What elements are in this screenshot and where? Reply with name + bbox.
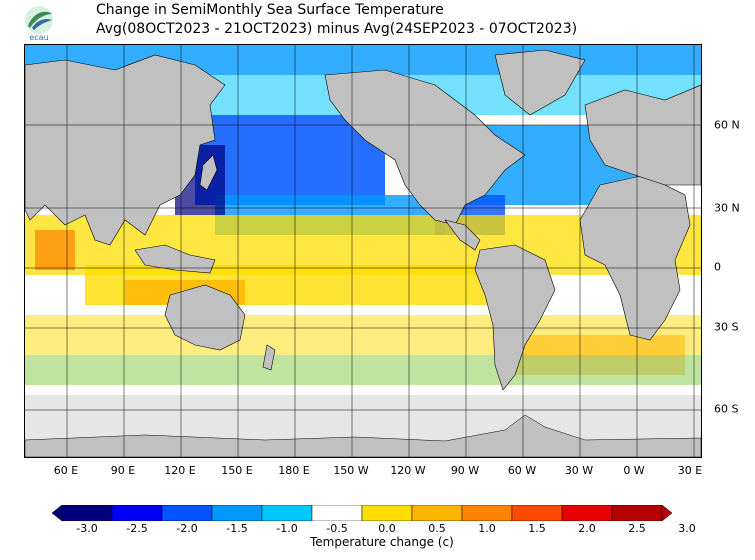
- colorbar-arrow-low: [52, 505, 63, 521]
- greenland-land: [494, 49, 586, 116]
- colorbar-swatch: [211, 505, 263, 521]
- japan-land: [199, 154, 218, 191]
- colorbar-swatch: [561, 505, 613, 521]
- lon-label: 120 W: [390, 464, 426, 477]
- lon-label: 30 E: [677, 464, 703, 477]
- colorbar-tick-label: 1.0: [478, 522, 496, 535]
- colorbar-tick-label: 3.0: [678, 522, 696, 535]
- colorbar-swatch: [161, 505, 213, 521]
- lon-label: 60 E: [53, 464, 79, 477]
- colorbar-tick-label: -2.5: [126, 522, 148, 535]
- colorbar-tick-label: 0.0: [378, 522, 396, 535]
- lon-label: 90 E: [110, 464, 136, 477]
- map-title: Change in SemiMonthly Sea Surface Temper…: [96, 2, 444, 18]
- sst-change-map: [24, 44, 702, 458]
- antarctica-land: [25, 414, 701, 457]
- lon-label: 120 E: [164, 464, 196, 477]
- lat-label: 0: [714, 260, 721, 274]
- lat-label: 60 N: [714, 118, 740, 132]
- warming-patch-southatlantic: [505, 335, 685, 375]
- northamerica-land: [324, 69, 526, 226]
- map-gridlines: [25, 45, 701, 457]
- lon-label: 0 W: [623, 464, 645, 477]
- colorbar-tick-label: -3.0: [76, 522, 98, 535]
- eurasia-land: [25, 54, 226, 246]
- centralamerica-land: [444, 219, 481, 251]
- logo-text: ecau: [29, 33, 48, 42]
- lon-label: 30 W: [564, 464, 594, 477]
- colorbar: [52, 505, 672, 521]
- colorbar-swatch: [511, 505, 563, 521]
- colorbar-tick-label: 1.5: [528, 522, 546, 535]
- cooling-speckle-south: [25, 355, 701, 385]
- cooling-band-npacific: [195, 115, 385, 205]
- colorbar-tick-label: 2.0: [578, 522, 596, 535]
- colorbar-tick-label: -1.0: [276, 522, 298, 535]
- colorbar-tick-label: -1.5: [226, 522, 248, 535]
- africa-land: [579, 174, 691, 341]
- lon-label: 180 E: [278, 464, 310, 477]
- colorbar-swatch: [361, 505, 413, 521]
- colorbar-swatch: [461, 505, 513, 521]
- colorbar-swatch: [61, 505, 113, 521]
- southamerica-land: [474, 244, 556, 391]
- lat-label: 60 S: [714, 402, 739, 416]
- lon-label: 150 E: [221, 464, 253, 477]
- colorbar-swatch: [261, 505, 313, 521]
- lon-label: 60 W: [507, 464, 537, 477]
- colorbar-tick-label: -2.0: [176, 522, 198, 535]
- colorbar-title: Temperature change (c): [310, 535, 454, 549]
- colorbar-tick-label: 2.5: [628, 522, 646, 535]
- map-subtitle: Avg(08OCT2023 - 21OCT2023) minus Avg(24S…: [96, 21, 578, 37]
- colorbar-tick-label: 0.5: [428, 522, 446, 535]
- lat-label: 30 S: [714, 320, 739, 334]
- agency-logo: ecau: [25, 6, 53, 42]
- warming-patch-arabian: [35, 230, 75, 270]
- colorbar-swatch: [411, 505, 463, 521]
- indonesia-land: [134, 244, 216, 274]
- australia-land: [164, 284, 246, 351]
- colorbar-swatch: [611, 505, 663, 521]
- newzealand-land: [262, 344, 276, 371]
- lat-label: 30 N: [714, 201, 740, 215]
- colorbar-arrow-high: [661, 505, 672, 521]
- lon-label: 90 W: [450, 464, 480, 477]
- colorbar-swatch: [311, 505, 363, 521]
- europe-land: [584, 84, 701, 186]
- lon-label: 150 W: [333, 464, 369, 477]
- colorbar-swatch: [111, 505, 163, 521]
- colorbar-tick-label: -0.5: [326, 522, 348, 535]
